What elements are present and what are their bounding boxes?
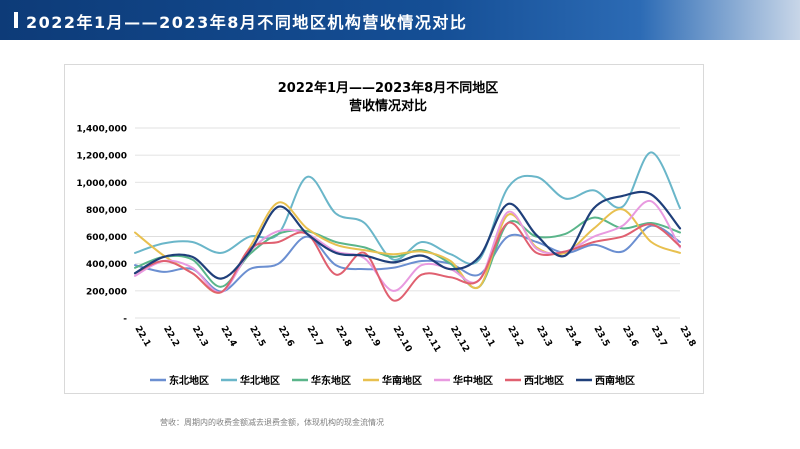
x-tick-label: 23.6 xyxy=(620,325,640,349)
x-tick-label: 22.9 xyxy=(362,325,382,349)
x-tick-label: 23.3 xyxy=(534,325,554,349)
y-tick-label: 200,000 xyxy=(86,287,127,297)
page-title: 2022年1月——2023年8月不同地区机构营收情况对比 xyxy=(26,13,468,32)
legend-label: 西北地区 xyxy=(524,374,564,387)
x-tick-label: 22.7 xyxy=(305,325,325,349)
y-tick-label: 1,400,000 xyxy=(76,125,127,135)
series-line xyxy=(134,151,681,265)
header-accent-bar xyxy=(14,12,18,28)
chart-frame xyxy=(64,64,704,394)
x-tick-label: 23.1 xyxy=(477,325,497,349)
chart-title-line1: 2022年1月——2023年8月不同地区 xyxy=(278,80,498,96)
x-tick-label: 22.8 xyxy=(333,325,353,349)
legend-label: 华东地区 xyxy=(311,374,351,387)
legend-label: 东北地区 xyxy=(169,374,209,387)
chart-title-line2: 营收情况对比 xyxy=(349,98,427,114)
x-tick-label: 23.8 xyxy=(677,325,697,349)
legend-label: 华北地区 xyxy=(240,374,280,387)
x-tick-label: 23.7 xyxy=(649,325,669,349)
x-tick-label: 23.4 xyxy=(563,325,583,349)
legend-label: 华中地区 xyxy=(453,374,493,387)
y-tick-label: 800,000 xyxy=(86,206,127,216)
series-line xyxy=(133,190,682,280)
y-tick-label: 600,000 xyxy=(86,233,127,243)
y-tick-label: - xyxy=(123,315,127,325)
header-banner: 2022年1月——2023年8月不同地区机构营收情况对比 xyxy=(0,0,800,40)
y-tick-label: 1,200,000 xyxy=(76,152,127,162)
x-tick-label: 23.2 xyxy=(505,325,525,349)
x-tick-label: 22.6 xyxy=(276,325,296,349)
x-tick-label: 22.11 xyxy=(419,325,442,355)
x-tick-label: 22.2 xyxy=(161,325,181,349)
y-tick-label: 400,000 xyxy=(86,260,127,270)
x-tick-label: 23.5 xyxy=(591,325,611,349)
y-tick-label: 1,000,000 xyxy=(76,179,127,189)
series-line xyxy=(134,221,681,302)
x-tick-label: 22.3 xyxy=(190,325,210,349)
x-tick-label: 22.4 xyxy=(218,325,238,349)
legend-label: 西南地区 xyxy=(595,374,635,387)
x-tick-label: 22.5 xyxy=(247,325,267,349)
x-tick-label: 22.10 xyxy=(391,325,414,355)
x-tick-label: 22.12 xyxy=(448,325,471,355)
footnote: 营收：周期内的收费金额减去退费金额，体现机构的现金流情况 xyxy=(160,418,384,427)
x-tick-label: 22.1 xyxy=(132,325,152,349)
legend-label: 华南地区 xyxy=(382,374,422,387)
